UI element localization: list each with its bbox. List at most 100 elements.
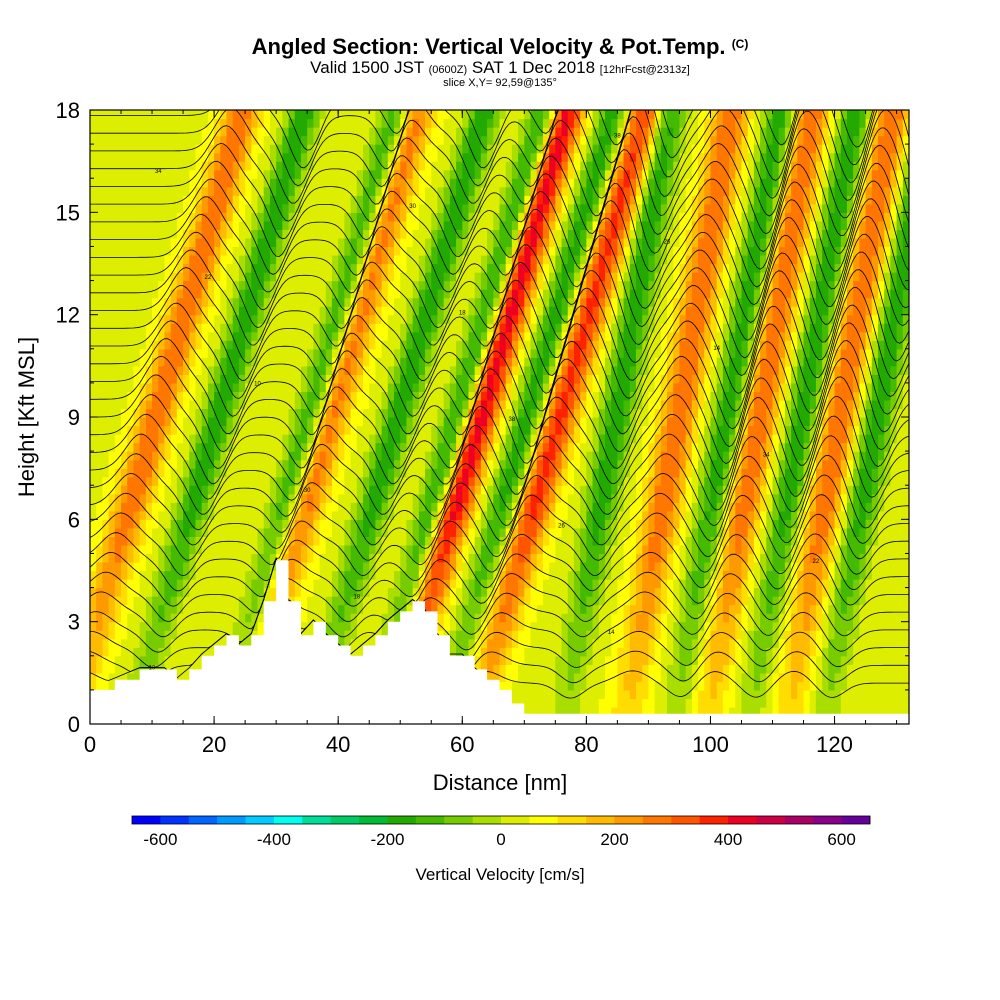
field-cell [400, 570, 408, 580]
field-cell [667, 587, 674, 597]
field-cell [592, 510, 600, 520]
field-cell [834, 536, 842, 546]
field-cell [480, 527, 488, 537]
field-cell [871, 630, 879, 640]
field-cell [642, 561, 649, 572]
field-cell [604, 527, 612, 537]
field-cell [307, 434, 314, 444]
field-cell [691, 425, 699, 435]
field-cell [586, 706, 594, 717]
field-cell [797, 579, 805, 589]
field-cell [282, 519, 290, 529]
field-cell [573, 476, 581, 486]
field-cell [611, 434, 618, 444]
field-cell [685, 519, 693, 529]
field-cell [642, 502, 649, 512]
field-cell [846, 664, 854, 674]
field-cell [114, 536, 122, 546]
field-cell [158, 493, 166, 503]
field-cell [536, 442, 544, 452]
field-cell [654, 613, 662, 623]
field-cell [468, 647, 476, 657]
field-cell [859, 579, 867, 589]
field-cell [133, 476, 141, 486]
field-cell [214, 519, 221, 529]
field-cell [114, 519, 122, 529]
field-cell [555, 638, 563, 648]
field-cell [164, 536, 172, 546]
field-cell [363, 596, 370, 606]
field-cell [387, 459, 395, 469]
field-cell [158, 630, 166, 640]
field-cell [704, 408, 712, 418]
field-cell [747, 698, 755, 708]
field-cell [772, 459, 780, 469]
field-cell [251, 493, 259, 503]
field-cell [170, 527, 178, 537]
field-cell [884, 672, 891, 682]
field-cell [660, 630, 668, 640]
field-cell [443, 476, 451, 486]
field-cell [437, 553, 445, 563]
field-cell [152, 630, 159, 640]
field-cell [356, 553, 364, 563]
field-cell [673, 689, 681, 700]
field-cell [884, 485, 891, 495]
field-cell [511, 425, 519, 435]
field-cell [704, 434, 712, 444]
field-cell [555, 698, 563, 708]
field-cell [474, 604, 482, 614]
field-cell [530, 596, 538, 606]
field-cell [902, 570, 909, 580]
field-cell [735, 459, 743, 469]
field-cell [871, 672, 879, 682]
field-cell [462, 510, 470, 520]
field-cell [480, 621, 488, 631]
field-cell [809, 630, 817, 640]
field-cell [573, 553, 581, 563]
field-cell [114, 493, 122, 503]
field-cell [114, 579, 122, 589]
field-cell [276, 451, 283, 461]
field-cell [300, 408, 308, 418]
field-cell [822, 613, 829, 623]
field-cell [884, 442, 891, 452]
field-cell [636, 451, 643, 461]
field-cell [263, 527, 271, 537]
field-cell [561, 638, 569, 648]
field-cell [195, 613, 203, 623]
field-cell [803, 434, 811, 444]
field-cell [245, 451, 252, 461]
field-cell [394, 596, 401, 606]
field-cell [586, 417, 594, 427]
field-cell [834, 681, 842, 691]
field-cell [108, 434, 116, 444]
field-cell [530, 459, 538, 469]
field-cell [704, 502, 712, 512]
field-cell [555, 459, 563, 469]
field-cell [877, 647, 885, 657]
field-cell [753, 434, 761, 444]
field-cell [729, 468, 736, 478]
field-cell [604, 544, 612, 555]
field-cell [877, 476, 885, 486]
field-cell [257, 408, 265, 418]
field-cell [877, 527, 885, 537]
field-cell [170, 647, 178, 657]
field-cell [480, 459, 488, 469]
field-cell [437, 527, 445, 537]
field-cell [189, 399, 197, 410]
field-cell [766, 493, 774, 503]
field-cell [629, 527, 637, 537]
field-cell [722, 672, 730, 682]
field-cell [443, 587, 451, 597]
field-cell [356, 536, 364, 546]
field-cell [443, 459, 451, 469]
field-cell [524, 425, 532, 435]
field-cell [282, 476, 290, 486]
field-cell [207, 527, 215, 537]
field-cell [555, 596, 563, 606]
field-cell [567, 579, 575, 589]
field-cell [784, 544, 792, 555]
field-cell [815, 613, 823, 623]
